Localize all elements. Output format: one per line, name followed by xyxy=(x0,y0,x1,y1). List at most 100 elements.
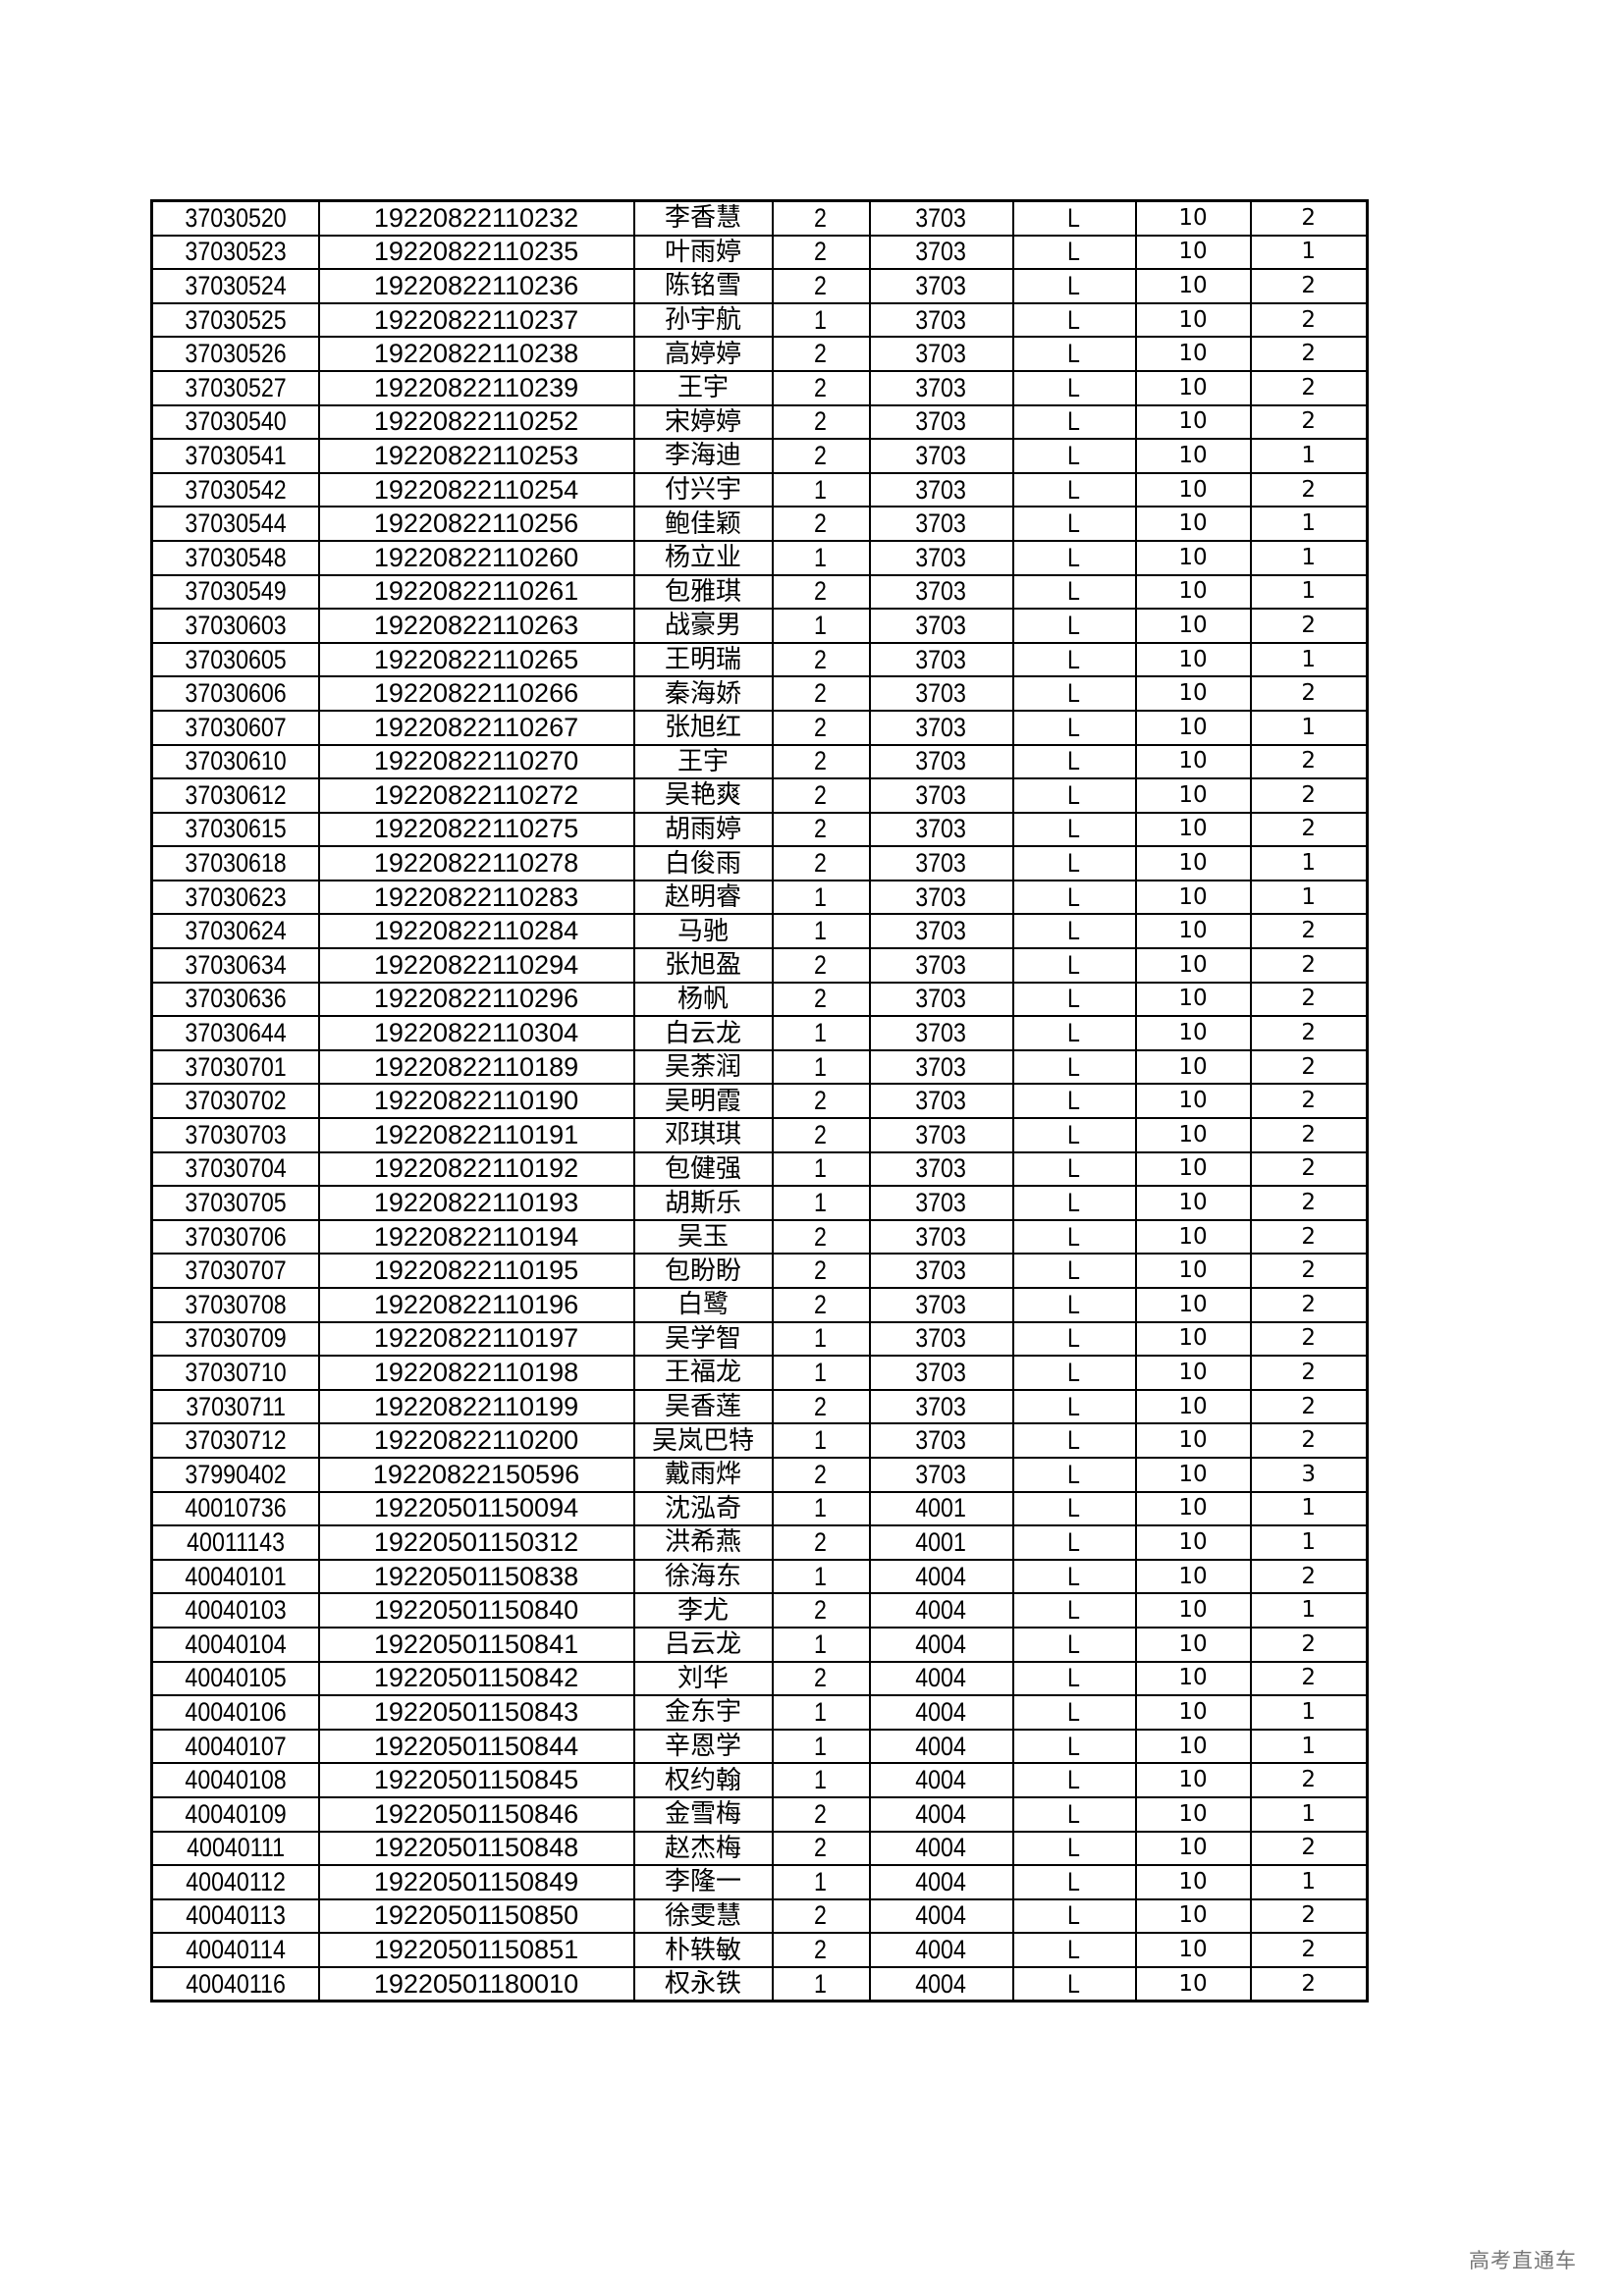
name-cell-text: 权永铁 xyxy=(664,1969,741,2000)
name-cell-text: 金雪梅 xyxy=(664,1799,741,1830)
region-code-cell-text: 4004 xyxy=(915,1900,967,1931)
region-code-cell: 4001 xyxy=(868,1524,1014,1561)
table-row: 40040106 19220501150843 金东宇 1 4004 L 10 1 xyxy=(150,1694,1369,1731)
exam-id-cell: 37030520 xyxy=(150,199,320,237)
name-cell: 孙宇航 xyxy=(632,301,774,339)
code-cell: 1 xyxy=(1249,1524,1369,1561)
exam-id-cell-text: 37030644 xyxy=(185,1018,287,1048)
registration-number-cell-text: 19220501150845 xyxy=(373,1765,579,1795)
region-code-cell: 3703 xyxy=(868,675,1014,712)
registration-number-cell: 19220822110261 xyxy=(317,573,635,611)
code-cell-text: 1 xyxy=(1301,442,1317,468)
registration-number-cell-text: 19220501150840 xyxy=(373,1595,579,1626)
name-cell-text: 王宇 xyxy=(677,746,729,776)
code-cell: 2 xyxy=(1249,811,1369,848)
exam-id-cell: 37030624 xyxy=(150,913,320,950)
registration-number-cell: 19220822150596 xyxy=(317,1456,635,1493)
registration-number-cell: 19220822110192 xyxy=(317,1150,635,1188)
exam-id-cell-text: 40011143 xyxy=(186,1526,285,1557)
category-cell-text: L xyxy=(1067,610,1081,640)
name-cell-text: 辛恩学 xyxy=(664,1732,741,1762)
gender-code-cell: 2 xyxy=(771,947,871,984)
gender-code-cell: 2 xyxy=(771,369,871,406)
registration-number-cell-text: 19220822110296 xyxy=(373,984,579,1014)
region-code-cell: 4004 xyxy=(868,1864,1014,1900)
code-cell-text: 2 xyxy=(1301,408,1317,435)
exam-id-cell-text: 40040109 xyxy=(185,1798,287,1829)
table-row: 37030540 19220822110252 宋婷婷 2 3703 L 10 2 xyxy=(150,403,1369,441)
exam-id-cell-text: 40040111 xyxy=(186,1833,285,1863)
registration-number-cell-text: 19220822110261 xyxy=(373,576,579,607)
code-cell: 2 xyxy=(1249,1422,1369,1459)
code-cell: 1 xyxy=(1249,234,1369,271)
region-code-cell-text: 3703 xyxy=(915,1357,967,1387)
region-code-cell-text: 3703 xyxy=(915,814,967,844)
name-cell-text: 吴学智 xyxy=(664,1323,741,1354)
category-cell: L xyxy=(1011,301,1137,339)
name-cell-text: 吴明霞 xyxy=(664,1086,741,1116)
score-cell: 10 xyxy=(1134,1626,1252,1663)
exam-id-cell-text: 37030636 xyxy=(185,984,287,1014)
name-cell-text: 战豪男 xyxy=(664,611,741,641)
name-cell: 王宇 xyxy=(632,743,774,780)
table-row: 40011143 19220501150312 洪希燕 2 4001 L 10 1 xyxy=(150,1524,1369,1561)
exam-id-cell-text: 37030711 xyxy=(185,1391,286,1421)
category-cell-text: L xyxy=(1067,1425,1081,1456)
region-code-cell-text: 4004 xyxy=(915,1629,967,1659)
name-cell: 陈铭雪 xyxy=(632,268,774,304)
region-code-cell: 3703 xyxy=(868,369,1014,406)
category-cell: L xyxy=(1011,1218,1137,1255)
registration-number-cell-text: 19220822110263 xyxy=(373,610,579,640)
category-cell: L xyxy=(1011,709,1137,746)
region-code-cell-text: 3703 xyxy=(915,576,967,607)
gender-code-cell-text: 2 xyxy=(814,1833,828,1863)
name-cell: 吕云龙 xyxy=(632,1626,774,1663)
name-cell: 吴明霞 xyxy=(632,1083,774,1120)
code-cell: 2 xyxy=(1249,1150,1369,1188)
registration-number-cell-text: 19220822110191 xyxy=(373,1119,579,1149)
gender-code-cell: 1 xyxy=(771,471,871,508)
table-row: 40040113 19220501150850 徐雯慧 2 4004 L 10 2 xyxy=(150,1897,1369,1935)
registration-number-cell-text: 19220822110190 xyxy=(373,1086,579,1116)
region-code-cell-text: 3703 xyxy=(915,237,967,267)
region-code-cell-text: 3703 xyxy=(915,1086,967,1116)
registration-number-cell: 19220501150845 xyxy=(317,1762,635,1798)
category-cell-text: L xyxy=(1067,1018,1081,1048)
score-cell-text: 10 xyxy=(1178,306,1208,333)
code-cell-text: 1 xyxy=(1301,1868,1317,1895)
exam-id-cell-text: 37030540 xyxy=(185,406,287,437)
exam-id-cell-text: 37030615 xyxy=(185,814,287,844)
region-code-cell-text: 3703 xyxy=(915,1188,967,1218)
exam-id-cell-text: 37030703 xyxy=(185,1119,287,1149)
exam-id-cell: 37030527 xyxy=(150,369,320,406)
exam-id-cell-text: 37030607 xyxy=(185,712,287,742)
registration-number-cell-text: 19220822150596 xyxy=(372,1459,580,1489)
registration-number-cell-text: 19220822110200 xyxy=(373,1425,579,1456)
region-code-cell: 3703 xyxy=(868,1253,1014,1289)
registration-number-cell-text: 19220822110194 xyxy=(373,1221,579,1252)
gender-code-cell-text: 2 xyxy=(814,1663,828,1693)
region-code-cell-text: 3703 xyxy=(915,1323,967,1354)
table-row: 37030634 19220822110294 张旭盈 2 3703 L 10 2 xyxy=(150,947,1369,984)
code-cell-text: 1 xyxy=(1301,646,1317,672)
table-row: 37030525 19220822110237 孙宇航 1 3703 L 10 2 xyxy=(150,301,1369,339)
gender-code-cell-text: 1 xyxy=(814,1561,828,1591)
region-code-cell: 3703 xyxy=(868,506,1014,542)
score-cell: 10 xyxy=(1134,268,1252,304)
registration-number-cell-text: 19220501150094 xyxy=(373,1493,579,1523)
registration-number-cell-text: 19220822110198 xyxy=(373,1357,579,1387)
code-cell-text: 1 xyxy=(1301,1495,1317,1522)
region-code-cell-text: 4004 xyxy=(915,1663,967,1693)
registration-number-cell-text: 19220822110197 xyxy=(373,1323,579,1354)
category-cell: L xyxy=(1011,1355,1137,1391)
region-code-cell: 3703 xyxy=(868,811,1014,848)
exam-id-cell-text: 37030704 xyxy=(185,1153,287,1184)
exam-id-cell: 37030605 xyxy=(150,641,320,678)
category-cell: L xyxy=(1011,1830,1137,1867)
code-cell-text: 1 xyxy=(1301,578,1317,605)
region-code-cell-text: 3703 xyxy=(915,1221,967,1252)
name-cell-text: 朴轶敏 xyxy=(664,1935,741,1965)
region-code-cell: 4004 xyxy=(868,1965,1014,2002)
category-cell: L xyxy=(1011,1524,1137,1561)
score-cell: 10 xyxy=(1134,1218,1252,1255)
